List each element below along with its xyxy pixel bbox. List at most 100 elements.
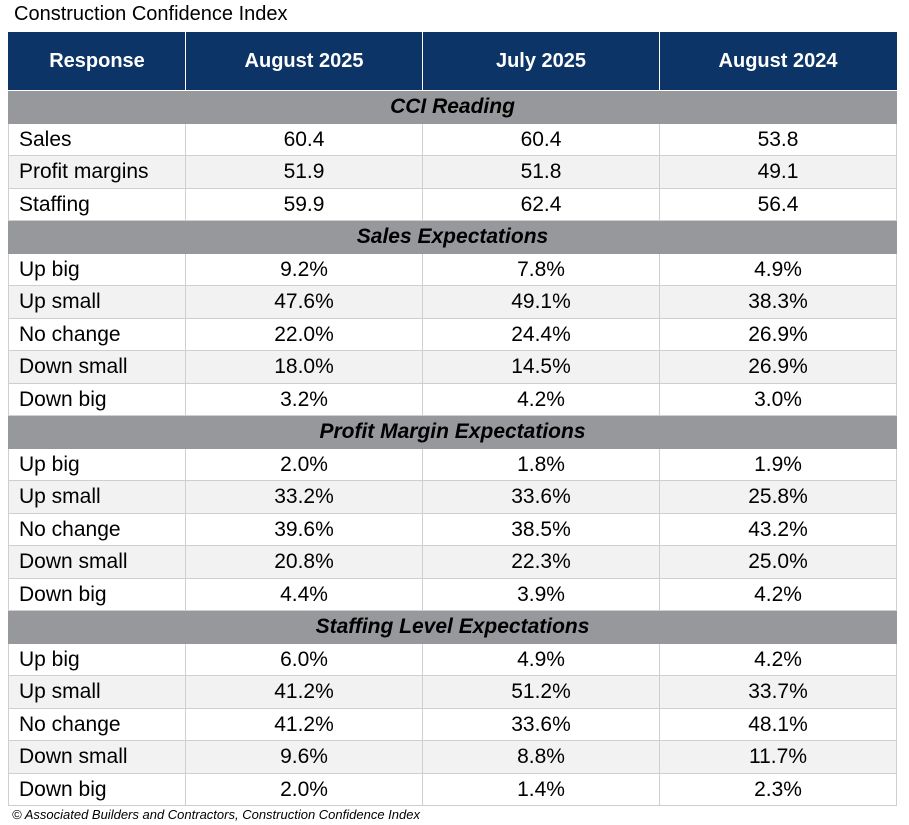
- value-cell: 51.2%: [422, 675, 660, 709]
- data-row: Up big 9.2% 7.8% 4.9%: [8, 252, 897, 286]
- row-label: Down big: [8, 772, 186, 806]
- header-cell: August 2025: [185, 32, 423, 91]
- data-row: Down big 4.4% 3.9% 4.2%: [8, 577, 897, 611]
- row-label: Profit margins: [8, 155, 186, 189]
- value-cell: 7.8%: [422, 252, 660, 286]
- data-row: Up big 6.0% 4.9% 4.2%: [8, 642, 897, 676]
- section-row: CCI Reading: [8, 90, 897, 124]
- row-label: Up small: [8, 480, 186, 514]
- header-row: Response August 2025 July 2025 August 2024: [8, 32, 897, 91]
- value-cell: 9.6%: [185, 740, 423, 774]
- row-label: Up big: [8, 642, 186, 676]
- value-cell: 9.2%: [185, 252, 423, 286]
- data-row: Down small 9.6% 8.8% 11.7%: [8, 740, 897, 774]
- value-cell: 11.7%: [659, 740, 897, 774]
- data-row: Profit margins 51.9 51.8 49.1: [8, 155, 897, 189]
- value-cell: 33.7%: [659, 675, 897, 709]
- value-cell: 6.0%: [185, 642, 423, 676]
- value-cell: 33.2%: [185, 480, 423, 514]
- data-row: Up small 41.2% 51.2% 33.7%: [8, 675, 897, 709]
- value-cell: 60.4: [422, 122, 660, 156]
- value-cell: 62.4: [422, 187, 660, 221]
- data-row: Up small 47.6% 49.1% 38.3%: [8, 285, 897, 319]
- value-cell: 22.0%: [185, 317, 423, 351]
- value-cell: 14.5%: [422, 350, 660, 384]
- row-label: Up small: [8, 675, 186, 709]
- data-row: No change 41.2% 33.6% 48.1%: [8, 707, 897, 741]
- value-cell: 51.8: [422, 155, 660, 189]
- value-cell: 2.3%: [659, 772, 897, 806]
- section-title: Profit Margin Expectations: [8, 415, 897, 449]
- value-cell: 2.0%: [185, 772, 423, 806]
- header-cell: July 2025: [422, 32, 660, 91]
- value-cell: 26.9%: [659, 317, 897, 351]
- row-label: Up big: [8, 252, 186, 286]
- value-cell: 25.8%: [659, 480, 897, 514]
- value-cell: 4.2%: [422, 382, 660, 416]
- value-cell: 43.2%: [659, 512, 897, 546]
- value-cell: 4.9%: [422, 642, 660, 676]
- section-row: Staffing Level Expectations: [8, 610, 897, 644]
- value-cell: 60.4: [185, 122, 423, 156]
- row-label: No change: [8, 317, 186, 351]
- value-cell: 38.5%: [422, 512, 660, 546]
- value-cell: 3.0%: [659, 382, 897, 416]
- value-cell: 4.9%: [659, 252, 897, 286]
- table-body: CCI Reading Sales 60.4 60.4 53.8 Profit margi…: [8, 90, 897, 806]
- section-title: CCI Reading: [8, 90, 897, 124]
- value-cell: 56.4: [659, 187, 897, 221]
- row-label: Down small: [8, 740, 186, 774]
- data-row: Up big 2.0% 1.8% 1.9%: [8, 447, 897, 481]
- data-row: Up small 33.2% 33.6% 25.8%: [8, 480, 897, 514]
- value-cell: 25.0%: [659, 545, 897, 579]
- data-row: Sales 60.4 60.4 53.8: [8, 122, 897, 156]
- value-cell: 3.2%: [185, 382, 423, 416]
- value-cell: 49.1: [659, 155, 897, 189]
- value-cell: 33.6%: [422, 707, 660, 741]
- value-cell: 4.2%: [659, 642, 897, 676]
- data-row: Down big 2.0% 1.4% 2.3%: [8, 772, 897, 806]
- value-cell: 1.9%: [659, 447, 897, 481]
- row-label: Down small: [8, 545, 186, 579]
- value-cell: 1.8%: [422, 447, 660, 481]
- header-cell: Response: [8, 32, 186, 91]
- header-cell: August 2024: [659, 32, 897, 91]
- row-label: Staffing: [8, 187, 186, 221]
- value-cell: 49.1%: [422, 285, 660, 319]
- footer: © Associated Builders and Contractors, C…: [12, 807, 420, 822]
- table: Response August 2025 July 2025 August 2024 …: [8, 32, 897, 806]
- value-cell: 47.6%: [185, 285, 423, 319]
- title: Construction Confidence Index: [14, 3, 288, 25]
- data-row: Staffing 59.9 62.4 56.4: [8, 187, 897, 221]
- value-cell: 41.2%: [185, 675, 423, 709]
- value-cell: 39.6%: [185, 512, 423, 546]
- value-cell: 48.1%: [659, 707, 897, 741]
- value-cell: 26.9%: [659, 350, 897, 384]
- row-label: Down small: [8, 350, 186, 384]
- row-label: No change: [8, 512, 186, 546]
- value-cell: 51.9: [185, 155, 423, 189]
- row-label: No change: [8, 707, 186, 741]
- section-title: Staffing Level Expectations: [8, 610, 897, 644]
- value-cell: 33.6%: [422, 480, 660, 514]
- value-cell: 38.3%: [659, 285, 897, 319]
- value-cell: 24.4%: [422, 317, 660, 351]
- data-row: Down small 20.8% 22.3% 25.0%: [8, 545, 897, 579]
- value-cell: 4.4%: [185, 577, 423, 611]
- section-row: Sales Expectations: [8, 220, 897, 254]
- value-cell: 1.4%: [422, 772, 660, 806]
- row-label: Down big: [8, 382, 186, 416]
- section-title: Sales Expectations: [8, 220, 897, 254]
- value-cell: 18.0%: [185, 350, 423, 384]
- value-cell: 2.0%: [185, 447, 423, 481]
- value-cell: 22.3%: [422, 545, 660, 579]
- row-label: Up big: [8, 447, 186, 481]
- data-row: No change 22.0% 24.4% 26.9%: [8, 317, 897, 351]
- data-row: Down big 3.2% 4.2% 3.0%: [8, 382, 897, 416]
- data-row: Down small 18.0% 14.5% 26.9%: [8, 350, 897, 384]
- value-cell: 59.9: [185, 187, 423, 221]
- value-cell: 4.2%: [659, 577, 897, 611]
- value-cell: 53.8: [659, 122, 897, 156]
- value-cell: 8.8%: [422, 740, 660, 774]
- row-label: Up small: [8, 285, 186, 319]
